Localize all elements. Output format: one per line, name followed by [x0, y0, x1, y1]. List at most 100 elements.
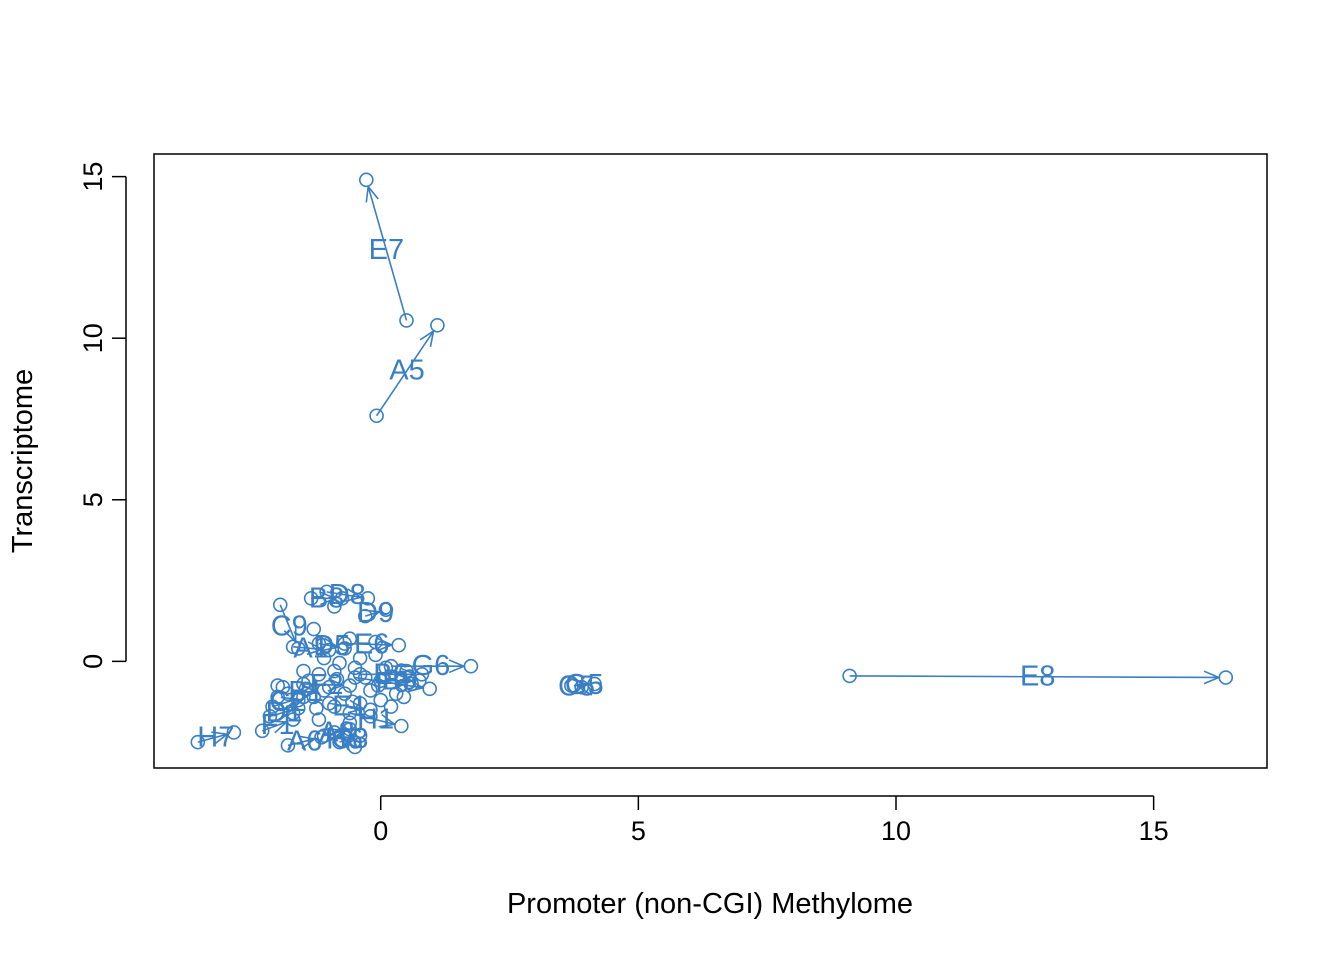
- point-start: [280, 738, 296, 753]
- data-point: [311, 712, 327, 727]
- point-start: [265, 699, 280, 714]
- arrow-shaft: [279, 604, 297, 643]
- arrow-shaft: [849, 675, 1219, 679]
- point-end: [327, 725, 342, 740]
- arrow-head: [397, 673, 415, 688]
- data-point: [285, 705, 301, 721]
- point-label: F6: [375, 667, 409, 699]
- point-end: [342, 721, 358, 737]
- x-axis: 0 5 10 15: [373, 795, 1169, 846]
- arrow-head: [363, 609, 382, 623]
- point-label: D8: [329, 579, 366, 611]
- point-start: [342, 705, 358, 721]
- point-label: E8: [1020, 661, 1055, 693]
- data-point: [316, 650, 332, 666]
- point-start: [272, 597, 288, 613]
- point-label: C9: [271, 611, 308, 643]
- arrow-shaft: [272, 698, 297, 708]
- arrow-head: [298, 735, 317, 750]
- data-point: [270, 678, 285, 693]
- point-start: [369, 408, 384, 424]
- x-tick-label: 5: [631, 816, 646, 846]
- data-point: [388, 686, 404, 701]
- point-end: [226, 725, 242, 740]
- arrow-head: [378, 714, 397, 728]
- point-label: E7: [369, 234, 404, 266]
- y-axis-title: Transcriptome: [7, 369, 39, 553]
- point-start: [311, 636, 327, 651]
- data-point: [396, 689, 412, 705]
- arrow-shaft: [349, 712, 395, 726]
- x-tick-label: 15: [1139, 816, 1169, 846]
- data-point: [383, 699, 399, 714]
- point-start: [321, 696, 337, 711]
- y-axis: 0 5 10 15: [78, 162, 127, 669]
- point-end: [378, 602, 394, 617]
- point-end: [363, 702, 378, 718]
- arrow-head: [301, 685, 320, 700]
- arrow-head: [211, 731, 230, 745]
- arrow-shaft: [323, 730, 344, 737]
- data-point: [363, 683, 378, 698]
- point-label: H6: [326, 724, 363, 756]
- arrow-head: [327, 677, 345, 692]
- data-point: [306, 621, 322, 637]
- data-point: [345, 694, 360, 710]
- arrow-shaft: [354, 676, 423, 689]
- data-point: [309, 700, 324, 716]
- arrow-shaft: [197, 733, 228, 743]
- arrow-head: [365, 184, 379, 203]
- y-tick-label: 10: [78, 323, 108, 353]
- point-label: E6: [354, 628, 389, 660]
- arrow-head: [376, 637, 394, 652]
- point-end: [422, 681, 437, 697]
- plot-frame: [153, 153, 1268, 769]
- arrow-head: [283, 625, 297, 644]
- arrow-head: [275, 707, 294, 721]
- point-end: [358, 172, 374, 188]
- point-label: F1: [261, 709, 295, 741]
- point-end: [564, 678, 579, 693]
- arrow-head: [280, 696, 299, 710]
- data-point: [337, 686, 352, 701]
- point-end: [463, 658, 479, 674]
- x-tick-label: 10: [881, 816, 911, 846]
- point-end: [337, 641, 352, 656]
- point-start: [574, 679, 589, 695]
- arrow-shaft: [344, 642, 392, 646]
- arrow-head: [576, 682, 595, 696]
- arrow-shaft: [261, 721, 287, 732]
- arrow-head: [347, 699, 366, 714]
- point-label: G6: [412, 650, 451, 682]
- point-end: [391, 637, 407, 653]
- point-label: A6: [287, 725, 322, 757]
- point-end: [360, 591, 376, 606]
- arrow-head: [345, 588, 363, 602]
- point-start: [262, 708, 278, 724]
- point-start: [190, 734, 206, 750]
- point-end: [1218, 670, 1234, 685]
- arrow-head: [1203, 670, 1221, 685]
- arrow-shaft: [365, 610, 380, 617]
- arrow-shaft: [339, 735, 356, 748]
- arrow-shaft: [375, 330, 435, 417]
- y-tick-label: 5: [78, 492, 108, 507]
- data-point: [368, 634, 383, 650]
- point-start: [319, 584, 334, 600]
- data-point: [332, 655, 347, 671]
- x-axis-title: Promoter (non-CGI) Methylome: [507, 888, 913, 920]
- data-point: [327, 599, 342, 614]
- point-start: [399, 313, 414, 328]
- point-end: [394, 718, 409, 734]
- point-label: B9: [382, 665, 417, 697]
- point-end: [430, 317, 445, 333]
- arrow-shaft: [287, 690, 318, 695]
- arrow-head: [448, 659, 466, 674]
- point-label: D5: [313, 630, 350, 662]
- point-label: H7: [197, 721, 234, 753]
- arrow-shaft: [318, 642, 338, 648]
- arrow-shaft: [293, 646, 323, 651]
